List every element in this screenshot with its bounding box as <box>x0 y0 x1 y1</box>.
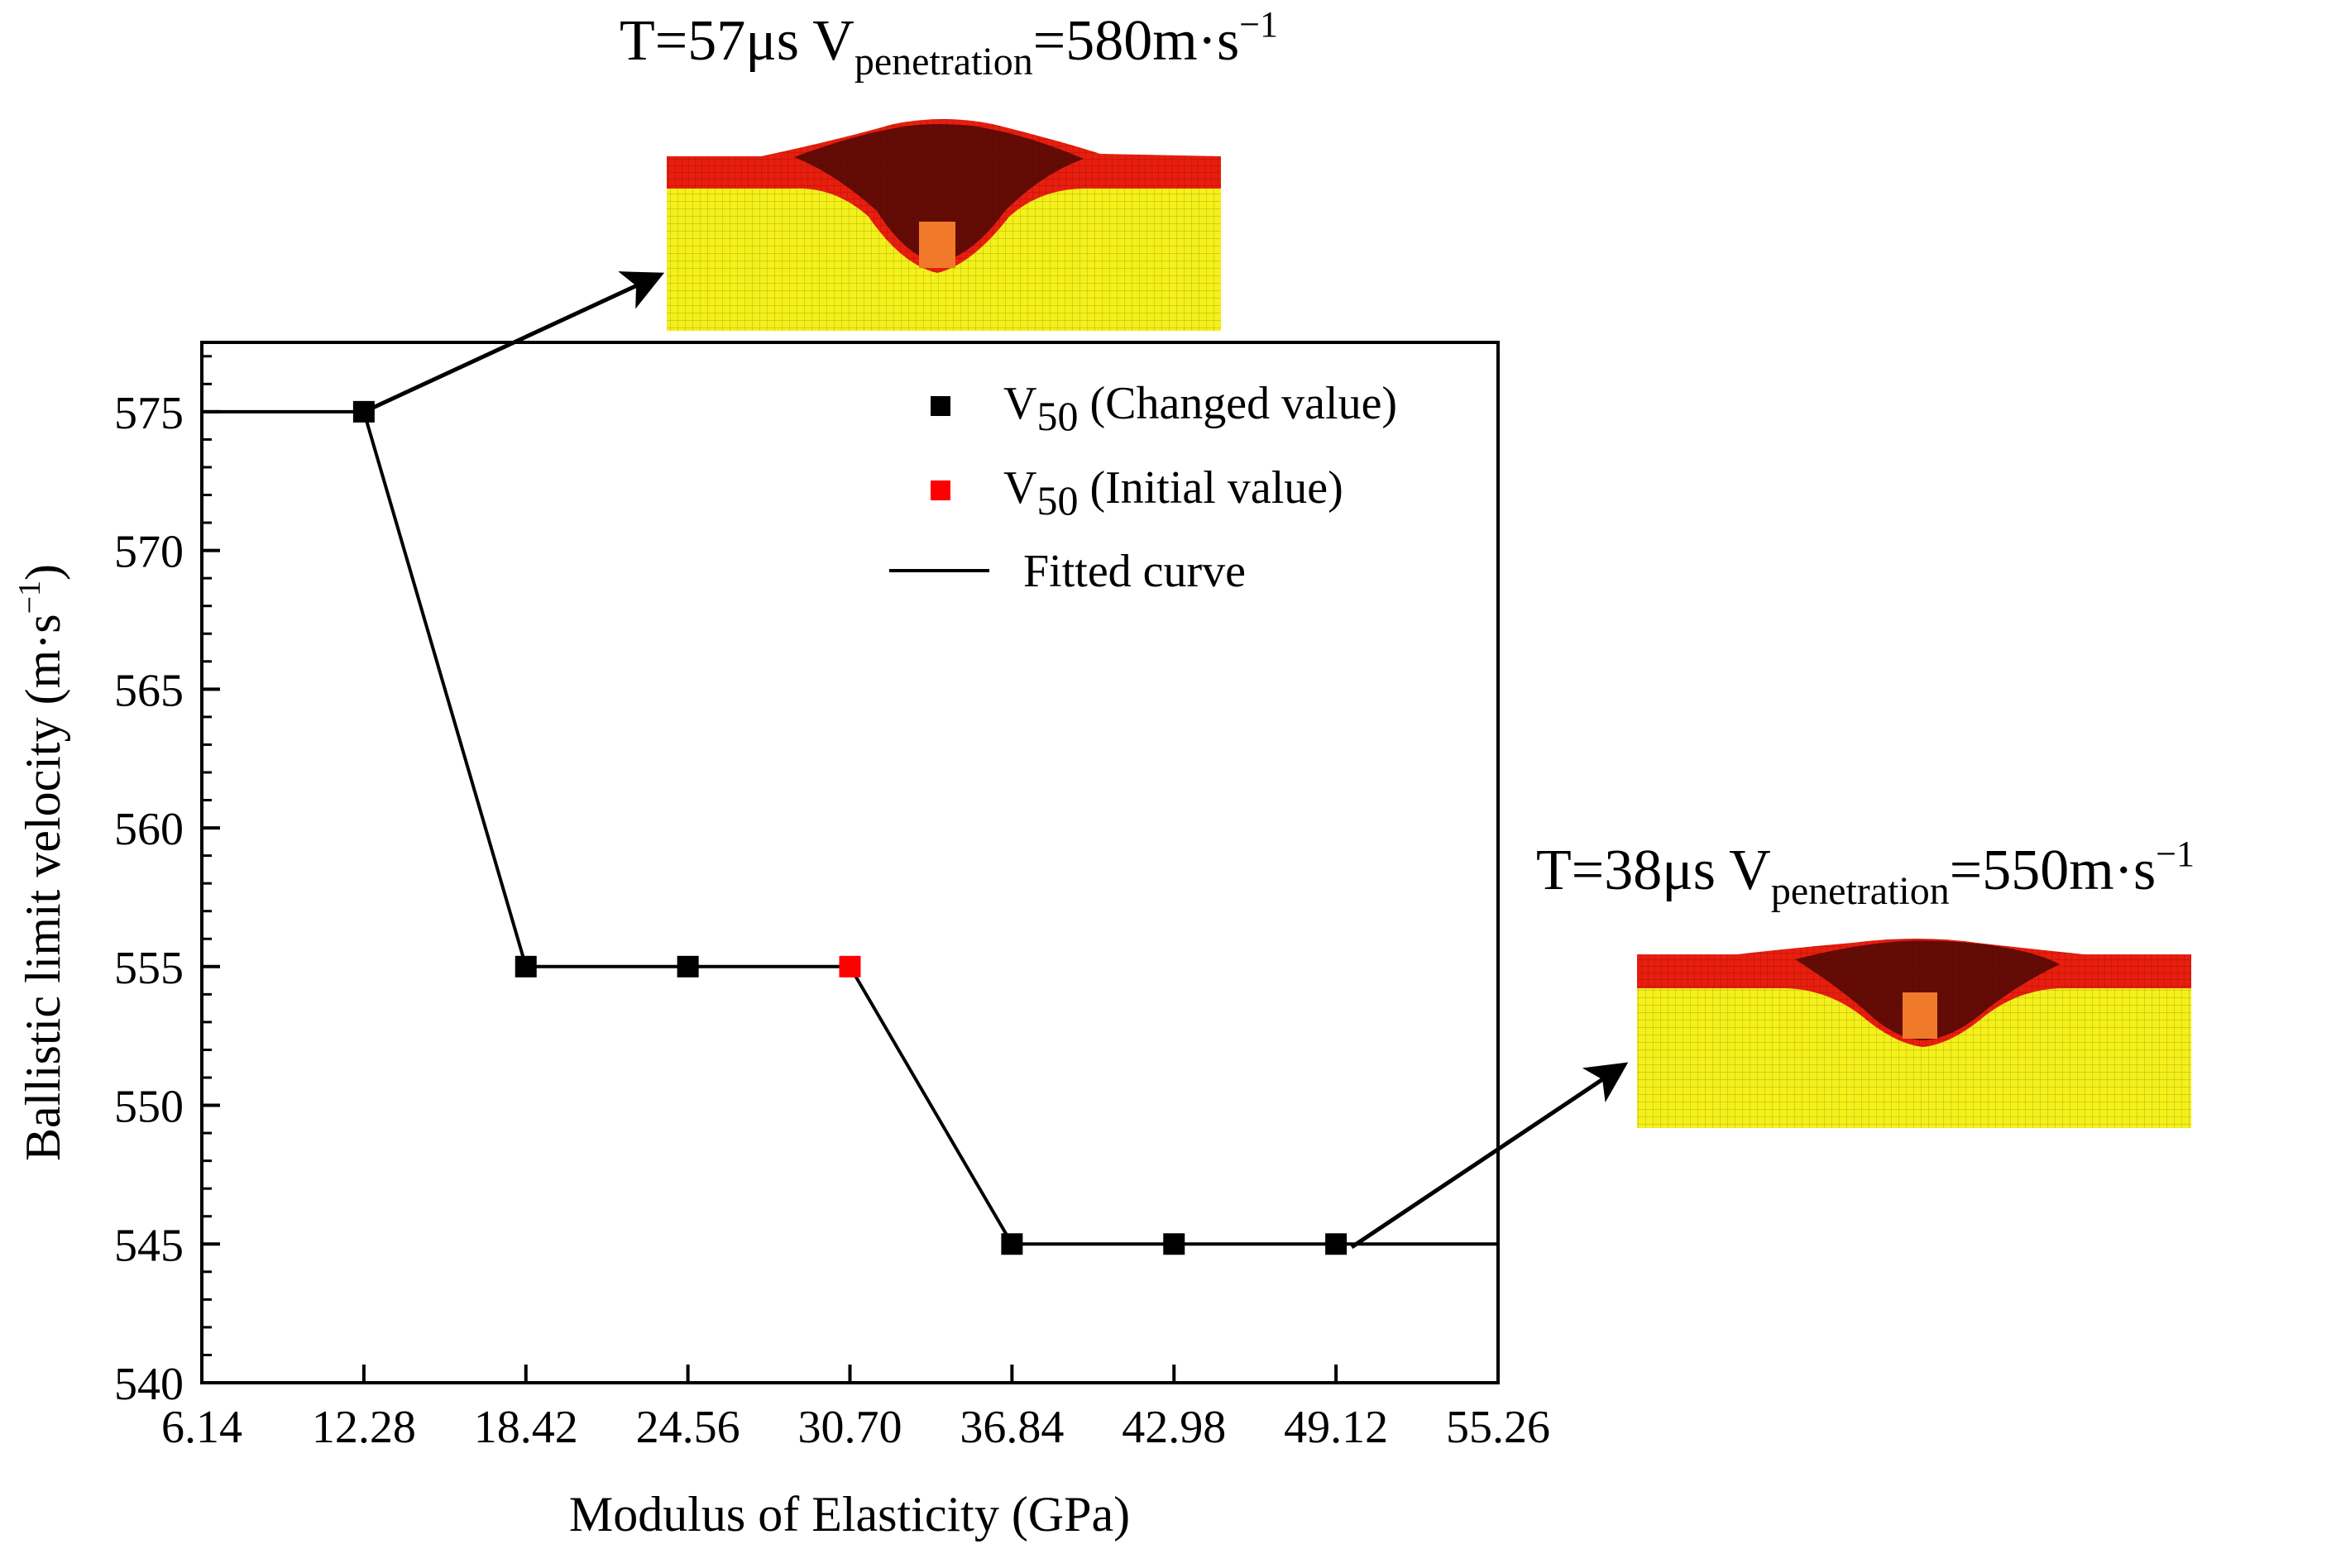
crater-dark-right <box>1795 940 2060 1040</box>
legend-marker-changed <box>931 396 950 416</box>
annotation-right-vmain: V <box>1729 839 1771 902</box>
legend-changed-main: V <box>1003 378 1036 429</box>
annotation-right-arrow <box>1350 1062 1629 1250</box>
legend-initial-sub: 50 <box>1036 477 1078 523</box>
x-tick-label: 24.56 <box>636 1402 740 1453</box>
legend-changed-text: (Changed value) <box>1078 378 1397 429</box>
annotation-top-vsub: penetration <box>854 40 1033 84</box>
legend-initial-main: V <box>1003 462 1036 514</box>
legend: V50 (Changed value) V50 (Initial value) … <box>889 378 1397 597</box>
y-tick-label: 555 <box>114 943 184 994</box>
annotation-top-time: T=57μs <box>620 9 799 73</box>
y-tick-label: 575 <box>114 388 184 439</box>
annotation-right-vsup: −1 <box>2156 834 2195 874</box>
y-tick-label: 540 <box>114 1359 184 1410</box>
legend-item-initial: V50 (Initial value) <box>1003 462 1343 523</box>
annotation-top-gap <box>799 9 812 73</box>
data-point-changed <box>1001 1233 1023 1255</box>
data-point-changed <box>352 400 375 423</box>
annotation-top-label: T=57μs Vpenetration=580m·s−1 <box>620 4 1278 84</box>
y-axis-label-sup: −1 <box>12 581 47 614</box>
annotation-top: T=57μs Vpenetration=580m·s−1 <box>362 4 1278 414</box>
annotation-top-vmain: V <box>812 9 854 73</box>
x-tick-label: 36.84 <box>960 1402 1064 1453</box>
crater-dark-top <box>794 124 1084 263</box>
legend-initial-text: (Initial value) <box>1078 462 1343 514</box>
legend-item-fitted: Fitted curve <box>1023 546 1246 597</box>
annotation-right: T=38μs Vpenetration=550m·s−1 <box>1350 834 2195 1250</box>
projectile-top <box>919 222 955 268</box>
annotation-top-vsup: −1 <box>1239 4 1278 45</box>
y-tick-label: 570 <box>114 527 184 578</box>
data-point-changed <box>677 955 699 978</box>
y-tick-label: 545 <box>114 1220 184 1271</box>
annotation-right-vsub: penetration <box>1771 869 1950 913</box>
annotation-top-arrow <box>362 271 665 414</box>
x-axis-label: Modulus of Elasticity (GPa) <box>569 1487 1130 1542</box>
legend-marker-initial <box>931 480 950 500</box>
annotation-right-gap <box>1716 839 1729 902</box>
x-tick-label: 6.14 <box>161 1402 242 1453</box>
y-axis-label: Ballistic limit velocity (m·s−1) <box>12 564 70 1161</box>
annotation-top-vvalue: =580m·s <box>1033 9 1239 73</box>
x-tick-label: 30.70 <box>798 1402 902 1453</box>
y-axis-label-main: Ballistic limit velocity (m·s <box>16 614 70 1161</box>
legend-item-changed: V50 (Changed value) <box>1003 378 1397 439</box>
fitted-curve <box>202 409 1498 1246</box>
x-tick-label: 12.28 <box>312 1402 416 1453</box>
y-tick-label: 565 <box>114 665 184 716</box>
y-tick-label: 550 <box>114 1082 184 1133</box>
y-axis-label-close: ) <box>16 564 70 581</box>
y-tick-label: 560 <box>114 804 184 855</box>
data-markers <box>352 400 1348 1255</box>
legend-changed-sub: 50 <box>1036 393 1078 439</box>
simulation-image-top <box>667 119 1221 331</box>
x-tick-label: 49.12 <box>1284 1402 1388 1453</box>
x-tick-label: 42.98 <box>1122 1402 1226 1453</box>
data-point-changed <box>1325 1233 1348 1255</box>
simulation-image-right <box>1637 939 2191 1128</box>
y-axis-ticks: 540 545 550 555 560 565 570 575 <box>114 355 220 1410</box>
x-tick-label: 55.26 <box>1446 1402 1550 1453</box>
data-point-changed <box>515 955 537 978</box>
x-axis-ticks: 6.14 12.28 18.42 24.56 30.70 36.84 42.98 49.12 5… <box>161 1365 1550 1453</box>
projectile-right <box>1903 992 1937 1039</box>
fitted-curve-path <box>202 409 1498 1246</box>
data-point-initial <box>839 955 861 978</box>
annotation-right-label: T=38μs Vpenetration=550m·s−1 <box>1536 834 2195 913</box>
annotation-right-time: T=38μs <box>1536 839 1716 902</box>
annotation-right-vvalue: =550m·s <box>1950 839 2156 902</box>
x-tick-label: 18.42 <box>474 1402 578 1453</box>
data-point-changed <box>1163 1233 1185 1255</box>
